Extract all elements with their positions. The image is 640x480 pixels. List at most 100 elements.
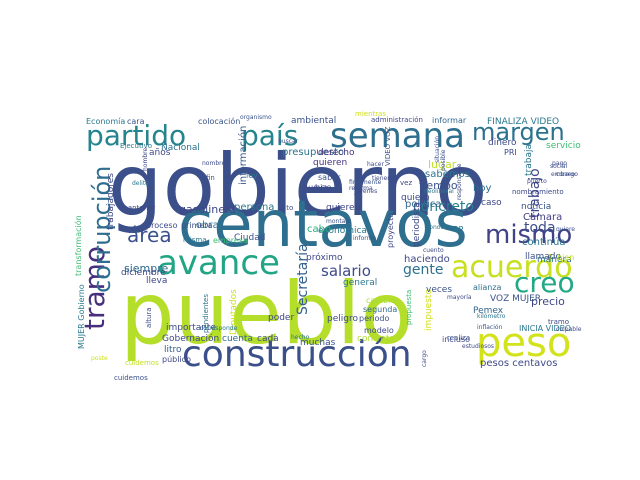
- cloud-word: gente: [403, 262, 443, 278]
- cloud-word: peso: [476, 320, 571, 366]
- cloud-word: cuenta: [222, 334, 253, 344]
- cloud-word: Nacional: [161, 143, 200, 153]
- cloud-word: kilómetro: [477, 313, 506, 320]
- cloud-word: alto: [280, 204, 293, 212]
- cloud-word: fin: [206, 174, 215, 182]
- cloud-word: tiempo: [419, 179, 458, 192]
- cloud-word: reforma: [349, 185, 373, 192]
- cloud-word: ley: [246, 171, 258, 180]
- cloud-word: Secretaría: [295, 243, 311, 315]
- cloud-word: saber: [318, 173, 341, 182]
- cloud-word: hombre: [142, 148, 149, 171]
- cloud-word: Pemex: [473, 306, 504, 316]
- cloud-word: proyecto: [386, 213, 395, 248]
- cloud-word: colocación: [198, 116, 240, 126]
- cloud-word: lleva: [146, 276, 167, 286]
- cloud-word: incluso: [442, 335, 470, 344]
- cloud-word: MUJER Gobierno: [77, 284, 86, 349]
- cloud-word: general: [343, 278, 377, 288]
- cloud-word: situación: [434, 136, 441, 163]
- cloud-word: centavos: [178, 188, 468, 262]
- cloud-word: modelo: [364, 326, 394, 335]
- cloud-word: neoliberal: [424, 188, 454, 195]
- cloud-word: poder: [268, 313, 294, 323]
- cloud-word: pesos centavos: [480, 358, 558, 369]
- cloud-word: cabo: [307, 224, 331, 235]
- cloud-word: vez: [400, 179, 412, 187]
- cloud-word: VIDEO VOZ: [384, 126, 392, 166]
- cloud-word: salario: [321, 262, 371, 280]
- cloud-word: misma: [183, 236, 207, 244]
- cloud-word: quieren: [313, 158, 347, 168]
- cloud-word: litro: [164, 345, 182, 355]
- cloud-word: propuesta: [405, 290, 413, 325]
- cloud-word: FINALIZA VIDEO: [487, 117, 559, 127]
- cloud-word: puerto: [527, 178, 547, 185]
- cloud-word: Economía: [86, 117, 125, 126]
- cloud-word: diciembre: [121, 268, 166, 278]
- cloud-word: hizo: [315, 183, 331, 192]
- cloud-word: administración: [371, 116, 423, 124]
- cloud-word: margen: [472, 118, 565, 146]
- cloud-word: acuerdo: [451, 250, 573, 285]
- cloud-word: hacer: [367, 161, 384, 168]
- cloud-word: informar: [432, 116, 467, 125]
- cloud-word: quiere: [556, 226, 575, 233]
- cloud-word: corrupción: [88, 166, 116, 293]
- cloud-word: cargo: [421, 350, 428, 367]
- cloud-word: trabajadores: [106, 173, 116, 230]
- cloud-word: buscar: [278, 138, 299, 145]
- cloud-word: llamado: [525, 252, 562, 262]
- cloud-word: país: [241, 119, 298, 152]
- cloud-word: cuidemos: [114, 374, 148, 382]
- cloud-word: Ejecutivo: [120, 142, 152, 150]
- cloud-word: caso: [481, 198, 502, 208]
- cloud-word: montaje: [326, 218, 351, 225]
- cloud-word: periodista: [412, 202, 422, 247]
- cloud-word: informe: [353, 235, 376, 242]
- cloud-word: toda: [524, 220, 556, 236]
- cloud-word: continúa: [522, 236, 565, 248]
- cloud-word: Gobernación: [162, 333, 219, 344]
- cloud-word: sabemos: [425, 169, 470, 180]
- cloud-word: haciendo: [404, 254, 450, 265]
- cloud-word: años: [149, 148, 171, 158]
- cloud-word: correo: [556, 171, 575, 178]
- cloud-word: construcción: [182, 334, 412, 375]
- cloud-word: BP: [453, 225, 463, 234]
- cloud-word: semana: [330, 116, 465, 156]
- cloud-word: delito: [132, 180, 149, 187]
- cloud-word: Cámara: [523, 211, 562, 223]
- cloud-word: VOZ MUJER: [490, 294, 541, 304]
- cloud-word: lugar: [428, 158, 457, 171]
- cloud-word: pendientes: [202, 294, 210, 333]
- cloud-word: veces: [426, 285, 452, 295]
- cloud-word: tramo: [548, 318, 569, 326]
- cloud-word: responsable: [456, 163, 463, 200]
- cloud-word: alianza: [473, 283, 502, 292]
- cloud-word: Ciudad: [234, 233, 265, 243]
- cloud-word: pago: [552, 160, 567, 167]
- cloud-word: tienen: [372, 175, 391, 182]
- cloud-word: obra: [196, 220, 219, 231]
- cloud-word: empresa: [213, 236, 248, 245]
- cloud-word: peligro: [327, 314, 358, 324]
- cloud-word: dinero: [488, 138, 517, 148]
- cloud-word: bien: [557, 253, 574, 262]
- cloud-word: proceso: [146, 221, 178, 230]
- cloud-word: trabaja: [524, 144, 534, 176]
- cloud-word: política: [405, 198, 441, 210]
- cloud-word: muchas: [300, 338, 336, 348]
- cloud-word: mantener: [121, 204, 155, 212]
- cloud-word: gasolinera: [179, 203, 236, 216]
- cloud-word: derecho: [318, 148, 355, 158]
- cloud-word: cuento: [423, 247, 444, 254]
- cloud-word: próximo: [306, 252, 343, 263]
- cloud-word: importante: [166, 323, 216, 333]
- cloud-word: Diputados: [229, 289, 239, 335]
- cloud-word: noticia: [521, 202, 551, 212]
- cloud-word: conocer: [426, 224, 450, 231]
- cloud-word: cambio: [366, 296, 395, 305]
- cloud-word: ambiental: [291, 116, 336, 126]
